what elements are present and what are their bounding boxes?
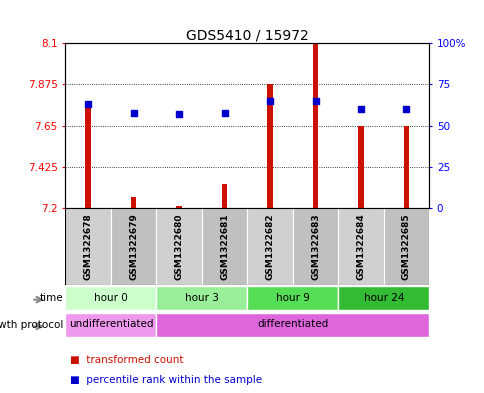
Text: differentiated: differentiated: [257, 320, 328, 329]
Bar: [65, 286, 156, 310]
Text: GSM1322683: GSM1322683: [310, 213, 319, 280]
Bar: [156, 286, 247, 310]
Point: [220, 109, 228, 116]
Point: [175, 111, 182, 118]
Text: ■  percentile rank within the sample: ■ percentile rank within the sample: [70, 375, 262, 385]
Bar: [267, 84, 272, 208]
Bar: [403, 126, 408, 208]
Text: GSM1322679: GSM1322679: [129, 213, 138, 280]
Bar: [247, 208, 292, 285]
Bar: [176, 206, 182, 208]
Text: hour 0: hour 0: [94, 293, 128, 303]
Title: GDS5410 / 15972: GDS5410 / 15972: [185, 28, 308, 42]
Point: [402, 106, 409, 112]
Bar: [85, 107, 91, 208]
Text: GSM1322682: GSM1322682: [265, 213, 274, 280]
Point: [356, 106, 364, 112]
Text: hour 3: hour 3: [184, 293, 218, 303]
Text: GSM1322684: GSM1322684: [356, 213, 365, 280]
Text: growth protocol: growth protocol: [0, 320, 63, 330]
Bar: [156, 313, 428, 337]
Text: hour 24: hour 24: [363, 293, 403, 303]
Text: time: time: [39, 293, 63, 303]
Text: ■  transformed count: ■ transformed count: [70, 355, 183, 365]
Bar: [221, 184, 227, 208]
Bar: [338, 286, 428, 310]
Point: [84, 101, 92, 107]
Bar: [383, 208, 428, 285]
Text: undifferentiated: undifferentiated: [69, 320, 153, 329]
Point: [311, 98, 319, 104]
Text: hour 9: hour 9: [275, 293, 309, 303]
Text: GSM1322680: GSM1322680: [174, 213, 183, 280]
Bar: [292, 208, 338, 285]
Text: GSM1322681: GSM1322681: [220, 213, 228, 280]
Bar: [201, 208, 247, 285]
Text: GSM1322678: GSM1322678: [84, 213, 92, 280]
Bar: [65, 208, 111, 285]
Point: [130, 109, 137, 116]
Point: [266, 98, 273, 104]
Bar: [358, 126, 363, 208]
Bar: [247, 286, 338, 310]
Bar: [131, 197, 136, 208]
Bar: [65, 313, 156, 337]
Bar: [312, 43, 318, 208]
Bar: [338, 208, 383, 285]
Bar: [156, 208, 201, 285]
Text: GSM1322685: GSM1322685: [401, 213, 410, 280]
Bar: [111, 208, 156, 285]
